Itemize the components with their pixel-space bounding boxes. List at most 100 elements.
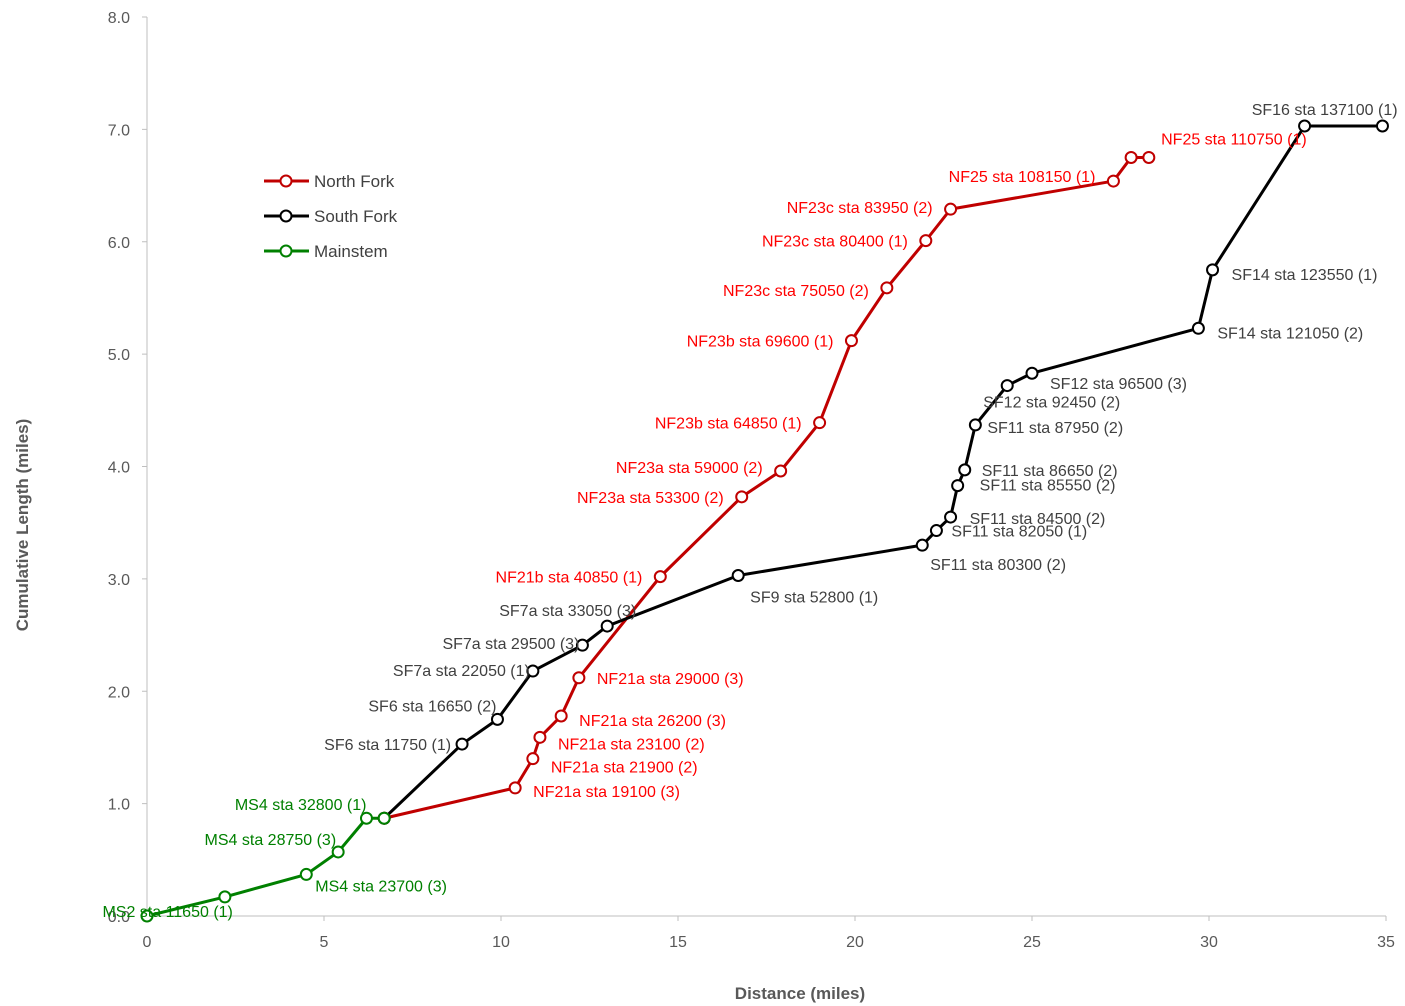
data-point bbox=[929, 524, 943, 538]
data-point bbox=[455, 737, 469, 751]
legend-marker bbox=[279, 209, 293, 223]
point-label: SF11 sta 82050 (1) bbox=[951, 524, 1087, 541]
legend-item: South Fork bbox=[264, 207, 398, 226]
data-point bbox=[915, 538, 929, 552]
data-point bbox=[944, 510, 958, 524]
data-point bbox=[774, 464, 788, 478]
point-label: MS4 sta 28750 (3) bbox=[205, 832, 337, 849]
data-point bbox=[1124, 150, 1138, 164]
point-label: SF12 sta 92450 (2) bbox=[983, 395, 1120, 412]
x-tick-label: 5 bbox=[320, 934, 329, 951]
point-label: NF23c sta 80400 (1) bbox=[762, 234, 908, 251]
data-point bbox=[1106, 174, 1120, 188]
legend-label: Mainstem bbox=[314, 242, 388, 261]
data-point bbox=[919, 234, 933, 248]
point-label: SF11 sta 87950 (2) bbox=[987, 420, 1123, 437]
point-label: MS4 sta 32800 (1) bbox=[235, 797, 367, 814]
data-point bbox=[508, 781, 522, 795]
point-label: SF11 sta 80300 (2) bbox=[930, 557, 1066, 574]
x-axis-title: Distance (miles) bbox=[735, 984, 865, 1003]
data-point bbox=[951, 479, 965, 493]
point-label: NF23b sta 69600 (1) bbox=[687, 334, 834, 351]
point-label: NF21b sta 40850 (1) bbox=[496, 570, 643, 587]
x-tick-label: 20 bbox=[846, 934, 864, 951]
y-tick-label: 7.0 bbox=[108, 122, 130, 139]
legend-label: South Fork bbox=[314, 207, 398, 226]
point-label: SF16 sta 137100 (1) bbox=[1252, 102, 1398, 119]
data-point bbox=[575, 638, 589, 652]
data-point bbox=[533, 730, 547, 744]
x-tick-label: 10 bbox=[492, 934, 510, 951]
series-markers bbox=[140, 119, 1389, 923]
data-point bbox=[1375, 119, 1389, 133]
point-label: NF21a sta 23100 (2) bbox=[558, 736, 705, 753]
point-label: SF7a sta 33050 (3) bbox=[499, 603, 636, 620]
point-label: SF14 sta 123550 (1) bbox=[1232, 267, 1378, 284]
point-label: MS2 sta 11650 (1) bbox=[102, 904, 232, 921]
data-point bbox=[572, 671, 586, 685]
point-label: SF12 sta 96500 (3) bbox=[1050, 376, 1187, 393]
data-point bbox=[359, 811, 373, 825]
point-label: SF11 sta 86650 (2) bbox=[982, 463, 1118, 480]
legend-label: North Fork bbox=[314, 172, 395, 191]
data-point bbox=[1025, 366, 1039, 380]
point-label: NF21a sta 19100 (3) bbox=[533, 784, 680, 801]
point-label: NF25 sta 110750 (1) bbox=[1161, 131, 1307, 148]
point-label: SF9 sta 52800 (1) bbox=[750, 590, 878, 607]
y-axis-title: Cumulative Length (miles) bbox=[13, 419, 32, 632]
data-point bbox=[1191, 321, 1205, 335]
legend-marker bbox=[279, 244, 293, 258]
data-point bbox=[813, 416, 827, 430]
x-tick-label: 0 bbox=[143, 934, 152, 951]
y-tick-label: 8.0 bbox=[108, 10, 130, 27]
x-tick-label: 15 bbox=[669, 934, 687, 951]
point-label: NF23a sta 53300 (2) bbox=[577, 490, 724, 507]
x-tick-label: 30 bbox=[1200, 934, 1218, 951]
data-point bbox=[880, 281, 894, 295]
data-point bbox=[600, 619, 614, 633]
y-tick-label: 6.0 bbox=[108, 235, 130, 252]
point-labels: NF21a sta 19100 (3) NF21a sta 21900 (2) NF… bbox=[102, 102, 1397, 921]
data-point bbox=[1298, 119, 1312, 133]
point-label: SF7a sta 22050 (1) bbox=[393, 663, 530, 680]
point-label: NF23b sta 64850 (1) bbox=[655, 416, 802, 433]
data-point bbox=[1142, 150, 1156, 164]
y-tick-label: 0.0 bbox=[108, 909, 130, 926]
point-label: SF7a sta 29500 (3) bbox=[442, 636, 579, 653]
point-label: SF11 sta 85550 (2) bbox=[980, 478, 1116, 495]
data-point bbox=[735, 490, 749, 504]
axes: 0.0 1.0 2.0 3.0 4.0 5.0 6.0 7.0 8.0 0 5 10 15 20 25 30 3… bbox=[108, 10, 1395, 951]
data-point bbox=[554, 709, 568, 723]
legend-item: Mainstem bbox=[264, 242, 388, 261]
point-label: NF25 sta 108150 (1) bbox=[949, 169, 1096, 186]
data-point bbox=[653, 570, 667, 584]
y-tick-label: 2.0 bbox=[108, 684, 130, 701]
x-tick-label: 25 bbox=[1023, 934, 1041, 951]
data-point bbox=[526, 664, 540, 678]
data-point bbox=[331, 845, 345, 859]
series-line-south-fork bbox=[383, 124, 1383, 820]
data-point bbox=[299, 867, 313, 881]
data-point bbox=[1000, 379, 1014, 393]
point-label: NF21a sta 21900 (2) bbox=[551, 760, 698, 777]
point-label: SF11 sta 84500 (2) bbox=[970, 511, 1106, 528]
data-point bbox=[140, 909, 154, 923]
data-point bbox=[958, 463, 972, 477]
legend: North Fork South Fork Mainstem bbox=[264, 172, 398, 261]
point-label: SF6 sta 16650 (2) bbox=[368, 698, 496, 715]
point-label: NF23c sta 75050 (2) bbox=[723, 283, 869, 300]
point-label: SF6 sta 11750 (1) bbox=[324, 737, 451, 754]
point-label: NF21a sta 26200 (3) bbox=[579, 713, 726, 730]
y-tick-label: 1.0 bbox=[108, 797, 130, 814]
y-tick-label: 5.0 bbox=[108, 347, 130, 364]
data-point bbox=[526, 752, 540, 766]
data-point bbox=[944, 202, 958, 216]
data-point bbox=[377, 811, 391, 825]
point-label: NF23c sta 83950 (2) bbox=[787, 200, 933, 217]
legend-item: North Fork bbox=[264, 172, 395, 191]
data-point bbox=[731, 569, 745, 583]
data-point bbox=[1206, 263, 1220, 277]
data-point bbox=[490, 712, 504, 726]
point-label: MS4 sta 23700 (3) bbox=[315, 878, 447, 895]
